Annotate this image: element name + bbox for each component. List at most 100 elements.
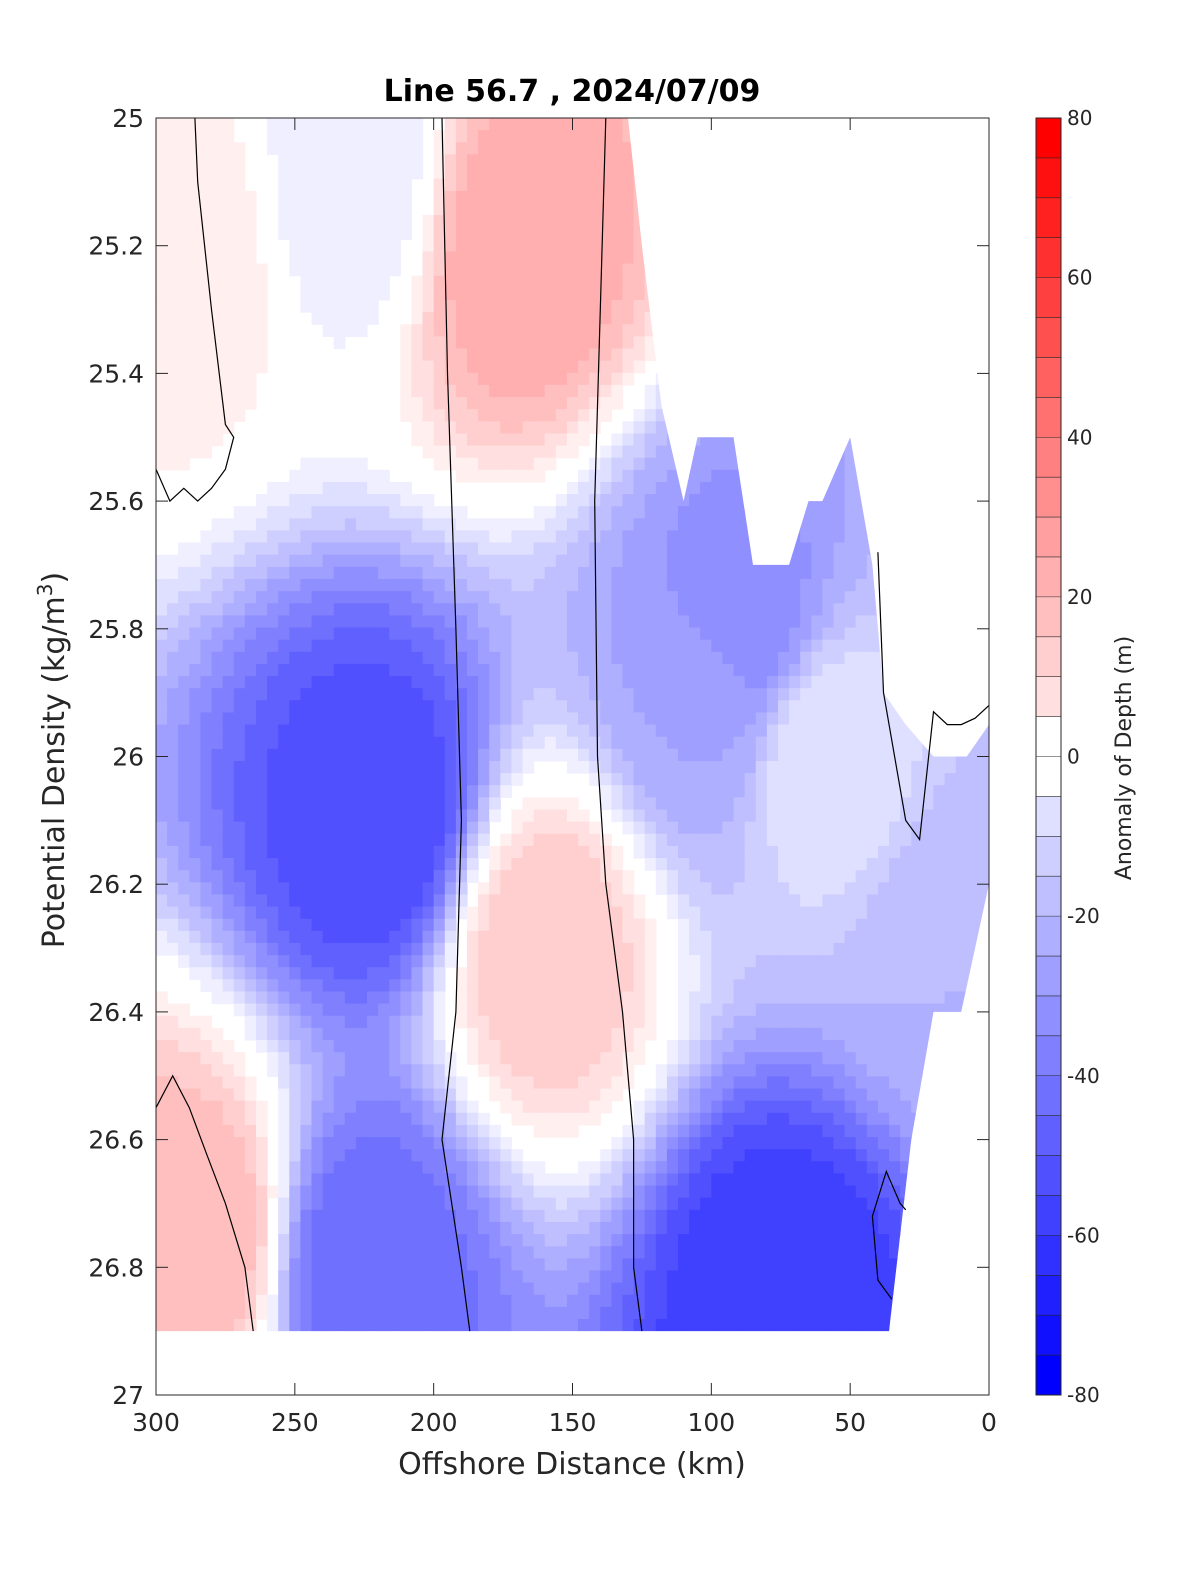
field-cell: [478, 336, 490, 350]
field-cell: [267, 591, 279, 604]
field-cell: [733, 676, 746, 689]
field-cell: [189, 918, 202, 932]
field-cell: [422, 397, 435, 410]
field-cell: [322, 603, 335, 616]
field-cell: [233, 760, 246, 774]
field-cell: [744, 1137, 757, 1150]
field-cell: [322, 1282, 335, 1296]
field-cell: [267, 603, 279, 616]
field-cell: [233, 324, 246, 337]
field-cell: [344, 773, 357, 786]
field-cell: [167, 821, 179, 835]
field-cell: [500, 967, 513, 980]
field-cell: [589, 1282, 601, 1296]
field-cell: [566, 372, 579, 386]
field-cell: [378, 627, 390, 641]
field-cell: [566, 1258, 579, 1272]
field-cell: [655, 882, 668, 896]
field-cell: [478, 154, 490, 168]
field-cell: [400, 906, 413, 920]
field-cell: [511, 724, 524, 738]
field-cell: [344, 1137, 357, 1150]
field-cell: [367, 858, 379, 871]
field-cell: [544, 809, 557, 823]
field-cell: [644, 324, 657, 337]
field-cell: [400, 336, 413, 350]
field-cell: [622, 1149, 635, 1162]
field-cell: [722, 1173, 735, 1187]
field-cell: [589, 821, 601, 835]
field-cell: [689, 870, 701, 883]
field-cell: [722, 1319, 735, 1332]
field-cell: [167, 397, 179, 410]
field-cell: [455, 1282, 468, 1296]
field-cell: [700, 651, 712, 665]
field-cell: [589, 700, 601, 714]
field-cell: [211, 166, 224, 180]
field-cell: [511, 627, 524, 641]
field-cell: [700, 882, 712, 896]
field-cell: [500, 639, 513, 653]
field-cell: [300, 1173, 313, 1187]
field-cell: [222, 421, 235, 435]
field-cell: [222, 1076, 235, 1090]
field-cell: [344, 324, 357, 337]
field-cell: [655, 870, 668, 883]
field-cell: [611, 372, 624, 386]
field-cell: [311, 1100, 324, 1114]
field-cell: [555, 227, 568, 240]
field-cell: [167, 1015, 179, 1029]
field-cell: [533, 469, 546, 483]
field-cell: [233, 1282, 246, 1296]
field-cell: [355, 676, 368, 689]
field-cell: [589, 591, 601, 604]
field-cell: [433, 651, 446, 665]
field-cell: [766, 942, 779, 956]
field-cell: [478, 530, 490, 544]
field-cell: [389, 1100, 401, 1114]
field-cell: [744, 845, 757, 859]
field-cell: [611, 397, 624, 410]
field-cell: [633, 930, 646, 944]
field-cell: [566, 1052, 579, 1065]
field-cell: [411, 130, 424, 143]
field-cell: [489, 1137, 501, 1150]
field-cell: [511, 1221, 524, 1235]
field-cell: [411, 1282, 424, 1296]
field-cell: [156, 930, 168, 944]
field-cell: [333, 324, 346, 337]
field-cell: [311, 251, 324, 265]
field-cell: [555, 1319, 568, 1332]
field-cell: [655, 506, 668, 519]
field-cell: [300, 785, 313, 798]
field-cell: [422, 494, 435, 507]
field-cell: [378, 918, 390, 932]
field-cell: [689, 1076, 701, 1090]
field-cell: [178, 1027, 190, 1041]
field-cell: [389, 748, 401, 762]
field-cell: [722, 554, 735, 568]
field-cell: [300, 797, 313, 811]
field-cell: [400, 397, 413, 410]
field-cell: [455, 287, 468, 301]
field-cell: [589, 1234, 601, 1247]
field-cell: [211, 882, 224, 896]
field-cell: [300, 760, 313, 774]
field-cell: [678, 1319, 690, 1332]
field-cell: [744, 566, 757, 580]
field-cell: [400, 882, 413, 896]
field-cell: [555, 967, 568, 980]
field-cell: [766, 736, 779, 750]
field-cell: [422, 809, 435, 823]
field-cell: [722, 1294, 735, 1308]
field-cell: [333, 1149, 346, 1162]
field-cell: [611, 579, 624, 592]
field-cell: [333, 955, 346, 968]
field-cell: [633, 1100, 646, 1114]
field-cell: [711, 1076, 724, 1090]
field-cell: [411, 955, 424, 968]
field-cell: [622, 1039, 635, 1053]
field-cell: [189, 1234, 202, 1247]
field-cell: [222, 1234, 235, 1247]
field-cell: [733, 1197, 746, 1211]
